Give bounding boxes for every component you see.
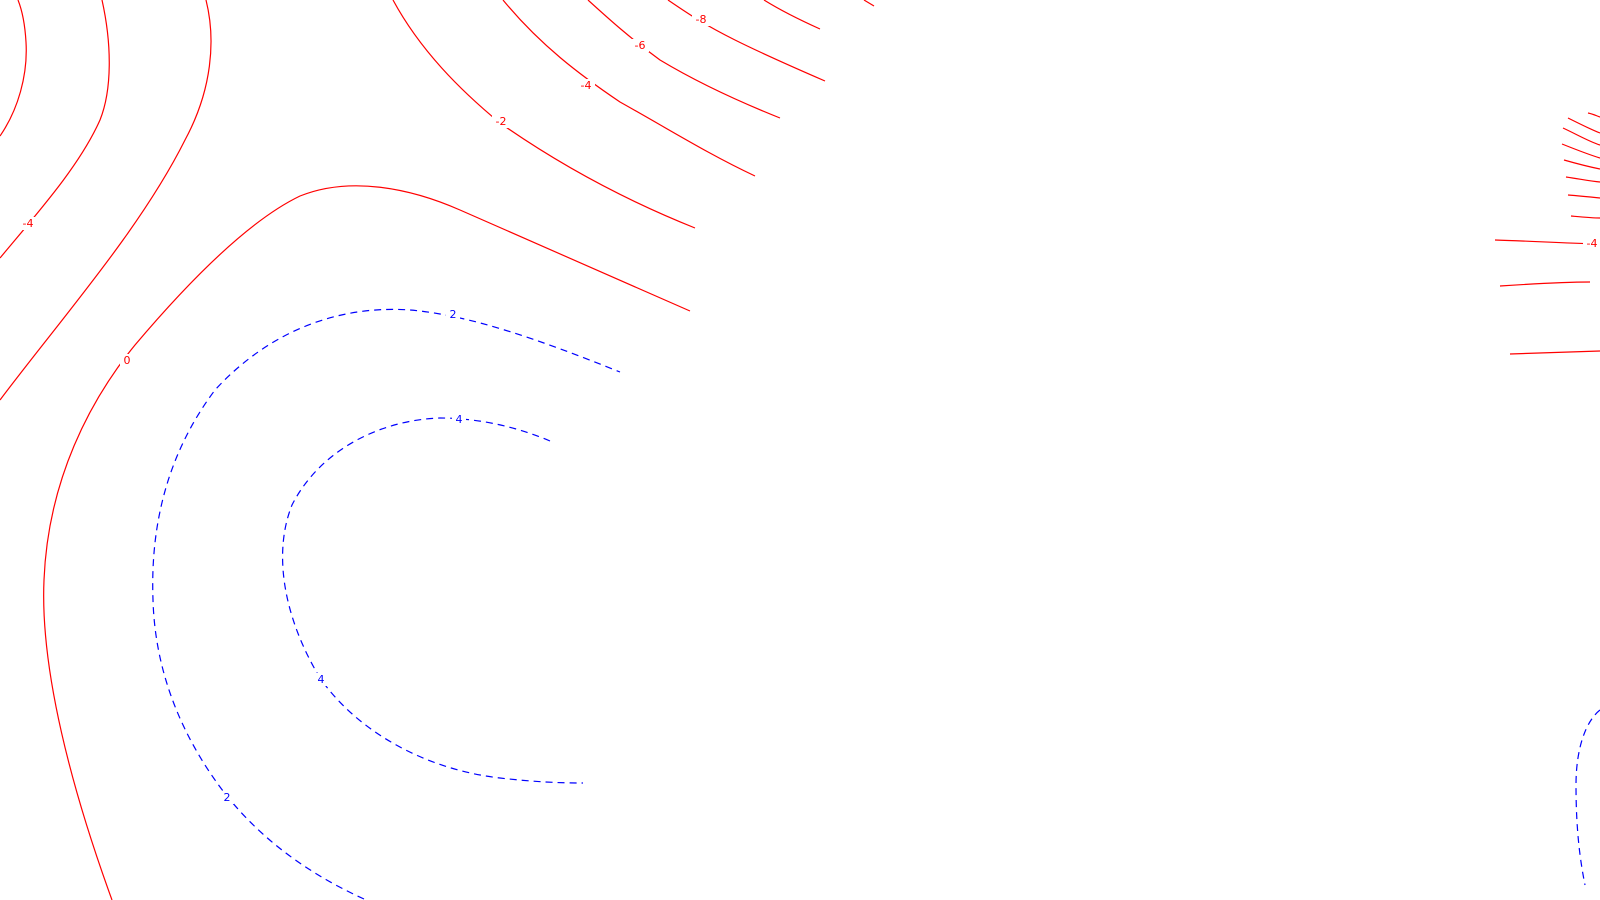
contour-label-neg-top-m8: -8 bbox=[692, 13, 710, 26]
contour-line-neg-right-4 bbox=[1561, 143, 1600, 159]
contour-line-neg-top-m6 bbox=[587, 0, 781, 119]
contour-label-text: -4 bbox=[581, 79, 592, 92]
contour-label-neg-right-m4: -4 bbox=[1583, 237, 1600, 250]
contour-line-neg-right-8 bbox=[1570, 215, 1600, 219]
contour-label-text: 2 bbox=[450, 308, 457, 321]
contour-line-neg-top-m9 bbox=[763, 0, 821, 30]
contour-line-neg-right-11 bbox=[1509, 350, 1600, 355]
contour-line-neg-top-m10 bbox=[863, 0, 875, 7]
contour-label-text: 4 bbox=[318, 673, 325, 686]
contour-line-neg-left-zero bbox=[0, 0, 212, 401]
contour-line-neg-right-1 bbox=[1587, 112, 1600, 118]
contour-line-pos-4 bbox=[282, 417, 584, 784]
contour-line-neg-right-6 bbox=[1565, 176, 1600, 183]
contour-label-neg-top-m6: -6 bbox=[631, 39, 649, 52]
contour-label-text: -4 bbox=[1587, 237, 1598, 250]
contour-line-neg-top-m2 bbox=[392, 0, 696, 229]
contour-line-neg-top-m4 bbox=[502, 0, 756, 177]
contour-label-text: -4 bbox=[23, 217, 34, 230]
contour-label-neg-left-zero: 0 bbox=[120, 354, 134, 367]
contour-line-neg-right-10 bbox=[1499, 281, 1591, 287]
contour-label-neg-top-m4: -4 bbox=[577, 79, 595, 92]
contour-line-neg-right-3 bbox=[1562, 127, 1600, 146]
contour-label-text: 4 bbox=[456, 413, 463, 426]
contour-label-pos-4-top: 4 bbox=[452, 413, 466, 426]
contour-label-pos-4-left: 4 bbox=[314, 673, 328, 686]
contour-label-pos-2-top: 2 bbox=[446, 308, 460, 321]
contour-line-neg-right-2 bbox=[1567, 117, 1600, 134]
contour-label-text: -6 bbox=[635, 39, 646, 52]
contour-line-neg-zero-main bbox=[43, 185, 691, 900]
contour-line-pos-right bbox=[1575, 709, 1600, 886]
contour-label-pos-2-bottom: 2 bbox=[220, 791, 234, 804]
contour-line-pos-2 bbox=[152, 308, 621, 900]
contour-line-neg-right-5 bbox=[1563, 159, 1600, 170]
contour-label-neg-top-m2: -2 bbox=[492, 115, 510, 128]
contour-label-text: -2 bbox=[496, 115, 507, 128]
contour-label-text: 2 bbox=[224, 791, 231, 804]
contour-line-neg-top-m8 bbox=[667, 0, 826, 82]
contour-label-text: -8 bbox=[696, 13, 707, 26]
contour-label-neg-left-upper: -4 bbox=[19, 217, 37, 230]
contour-line-neg-left-m4 bbox=[0, 0, 110, 259]
contour-line-neg-left-innermost bbox=[0, 0, 27, 137]
contour-label-text: 0 bbox=[124, 354, 131, 367]
contour-line-neg-right-7 bbox=[1567, 194, 1600, 199]
